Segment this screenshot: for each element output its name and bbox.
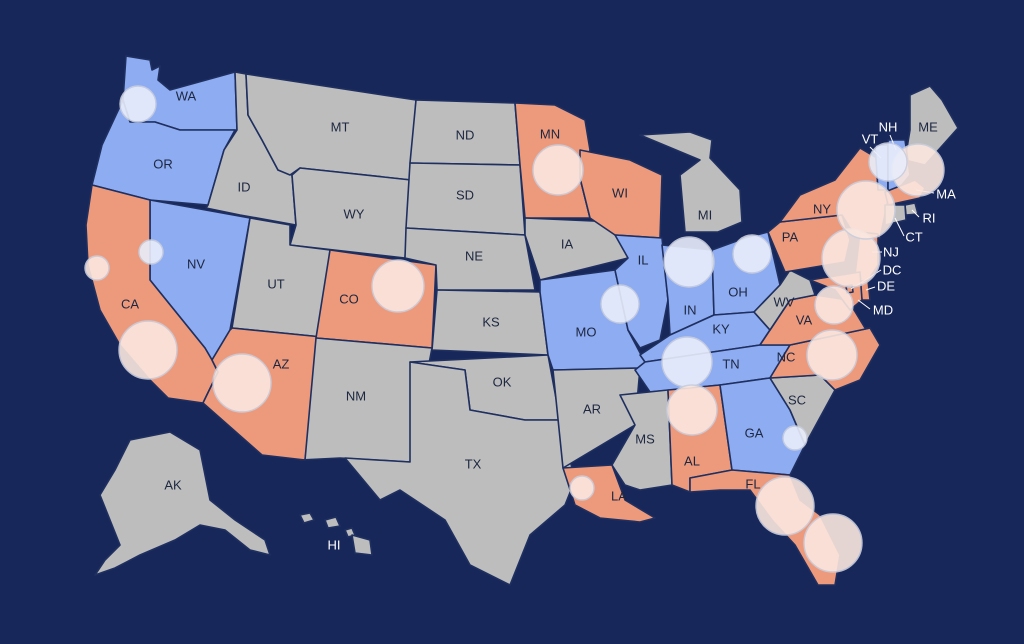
bubble-reno[interactable]: [138, 239, 164, 265]
state-wv[interactable]: [753, 269, 816, 331]
label-nj: NJ: [883, 244, 899, 259]
label-md: MD: [873, 302, 893, 317]
bubble-detroit[interactable]: [732, 234, 772, 274]
label-pa: PA: [782, 229, 799, 244]
label-ak: AK: [164, 477, 182, 492]
label-ut: UT: [267, 276, 284, 291]
label-ct: CT: [905, 229, 922, 244]
label-wy: WY: [344, 206, 365, 221]
bubble-atlanta[interactable]: [782, 425, 808, 451]
label-ar: AR: [583, 401, 601, 416]
label-sd: SD: [456, 187, 474, 202]
leader-ri: [911, 209, 920, 218]
label-ny: NY: [813, 201, 831, 216]
label-ma: MA: [936, 186, 956, 201]
bubble-minneapolis[interactable]: [532, 144, 584, 196]
label-mt: MT: [331, 119, 350, 134]
label-nc: NC: [777, 349, 796, 364]
label-wv: WV: [774, 294, 795, 309]
label-mn: MN: [540, 126, 560, 141]
state-labels: WA OR CA NV ID MT WY UT AZ CO NM ND SD N…: [121, 88, 956, 552]
state-mi[interactable]: [639, 131, 743, 233]
bubble-nashville[interactable]: [661, 336, 713, 388]
label-me: ME: [918, 119, 938, 134]
bubble-st-louis[interactable]: [600, 284, 640, 324]
label-tn: TN: [722, 356, 739, 371]
label-il: IL: [638, 252, 649, 267]
bubble-denver[interactable]: [371, 259, 425, 313]
label-mo: MO: [576, 324, 597, 339]
bubble-birmingham[interactable]: [666, 384, 718, 436]
label-ok: OK: [493, 374, 512, 389]
label-co: CO: [339, 291, 359, 306]
label-ms: MS: [635, 431, 655, 446]
bubble-new-hampshire[interactable]: [868, 142, 908, 182]
state-ri[interactable]: [904, 202, 919, 216]
label-wi: WI: [612, 185, 628, 200]
label-dc: DC: [883, 262, 902, 277]
label-hi: HI: [328, 537, 341, 552]
label-la: LA: [611, 488, 627, 503]
label-ky: KY: [712, 321, 730, 336]
label-nd: ND: [456, 127, 475, 142]
bubble-raleigh[interactable]: [806, 329, 858, 381]
bubble-seattle[interactable]: [119, 85, 157, 123]
label-ks: KS: [482, 314, 500, 329]
label-vt: VT: [862, 131, 879, 146]
label-ne: NE: [465, 248, 483, 263]
label-nm: NM: [346, 388, 366, 403]
bubble-new-orleans[interactable]: [569, 475, 595, 501]
state-ak[interactable]: [94, 431, 271, 576]
label-in: IN: [684, 302, 697, 317]
label-or: OR: [153, 156, 173, 171]
label-nh: NH: [879, 119, 898, 134]
bubble-miami[interactable]: [803, 513, 863, 573]
label-nv: NV: [187, 256, 205, 271]
label-id: ID: [238, 179, 251, 194]
label-ia: IA: [561, 236, 574, 251]
label-sc: SC: [788, 392, 806, 407]
label-ca: CA: [121, 296, 139, 311]
bubble-la[interactable]: [118, 320, 178, 380]
label-ri: RI: [923, 210, 936, 225]
leader-md: [857, 299, 871, 310]
label-oh: OH: [728, 284, 748, 299]
bubble-sf[interactable]: [84, 255, 110, 281]
label-al: AL: [684, 453, 700, 468]
label-fl: FL: [745, 476, 760, 491]
leader-de: [865, 286, 876, 291]
bubble-phoenix[interactable]: [212, 353, 272, 413]
label-mi: MI: [698, 207, 712, 222]
state-hi[interactable]: [299, 512, 373, 556]
bubble-richmond[interactable]: [814, 285, 854, 325]
label-ga: GA: [745, 425, 764, 440]
label-va: VA: [796, 312, 813, 327]
bubble-nyc[interactable]: [836, 180, 896, 240]
bubble-chicago[interactable]: [663, 236, 715, 288]
bubble-orlando[interactable]: [755, 476, 815, 536]
label-tx: TX: [465, 456, 482, 471]
city-bubbles: [84, 85, 945, 573]
label-az: AZ: [273, 356, 290, 371]
leader-ct: [894, 217, 905, 237]
label-wa: WA: [176, 88, 197, 103]
state-tx[interactable]: [344, 361, 576, 586]
label-de: DE: [877, 278, 895, 293]
